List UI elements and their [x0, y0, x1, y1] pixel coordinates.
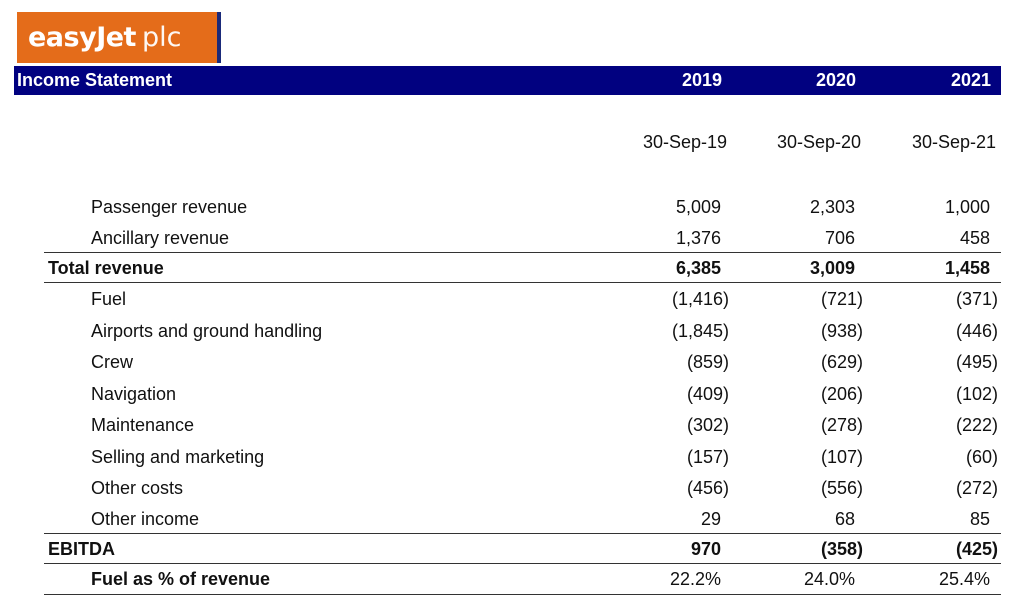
- year-header-2019: 2019: [681, 70, 722, 90]
- table-row: Airports and ground handling (1,845) (93…: [44, 316, 1001, 346]
- cell-2019: 970: [690, 539, 721, 559]
- row-label: EBITDA: [48, 539, 115, 559]
- cell-2020: (278): [820, 415, 863, 435]
- row-label: Other income: [91, 509, 200, 529]
- cell-2019: (1,416): [671, 289, 729, 309]
- table-divider: [44, 594, 1001, 595]
- logo-suffix: plc: [141, 22, 182, 53]
- cell-2019: (1,845): [671, 321, 729, 341]
- year-header-2021: 2021: [950, 70, 991, 90]
- table-row-ebitda: EBITDA 970 (358) (425): [44, 534, 1001, 564]
- cell-2020: 2,303: [809, 197, 855, 217]
- cell-2019: 29: [700, 509, 721, 529]
- logo-brand: easyJet: [28, 22, 136, 53]
- cell-2021: (222): [955, 415, 998, 435]
- year-header-2020: 2020: [815, 70, 856, 90]
- table-row: Maintenance (302) (278) (222): [44, 410, 1001, 440]
- table-row: Navigation (409) (206) (102): [44, 379, 1001, 409]
- cell-2019: 6,385: [675, 258, 721, 278]
- row-label: Total revenue: [48, 258, 164, 278]
- cell-2020: (556): [820, 478, 863, 498]
- cell-2021: (272): [955, 478, 998, 498]
- table-row: Selling and marketing (157) (107) (60): [44, 442, 1001, 472]
- table-row: Other income 29 68 85: [44, 504, 1001, 534]
- cell-2019: (456): [686, 478, 729, 498]
- cell-2021: 25.4%: [938, 569, 990, 589]
- cell-2020: 24.0%: [803, 569, 855, 589]
- cell-2019: (409): [686, 384, 729, 404]
- row-label: Airports and ground handling: [91, 321, 323, 341]
- cell-2021: (371): [955, 289, 998, 309]
- cell-2021: 458: [959, 228, 990, 248]
- table-row: Crew (859) (629) (495): [44, 347, 1001, 377]
- cell-2020: (206): [820, 384, 863, 404]
- table-header-bar: Income Statement 2019 2020 2021: [14, 66, 1001, 95]
- cell-2021: 1,458: [944, 258, 990, 278]
- cell-2020: 3,009: [809, 258, 855, 278]
- row-label: Fuel: [91, 289, 127, 309]
- statement-title: Income Statement: [17, 70, 173, 90]
- cell-2019: 22.2%: [669, 569, 721, 589]
- cell-2021: (425): [955, 539, 998, 559]
- row-label: Passenger revenue: [91, 197, 248, 217]
- table-row: Ancillary revenue 1,376 706 458: [44, 223, 1001, 253]
- cell-2019: 5,009: [675, 197, 721, 217]
- cell-2021: (446): [955, 321, 998, 341]
- row-label: Fuel as % of revenue: [91, 569, 271, 589]
- cell-2019: (859): [686, 352, 729, 372]
- cell-2020: (107): [820, 447, 863, 467]
- cell-2021: 85: [969, 509, 990, 529]
- table-row: Other costs (456) (556) (272): [44, 473, 1001, 503]
- cell-2020: (721): [820, 289, 863, 309]
- cell-2020: 706: [824, 228, 855, 248]
- period-end-date: 30-Sep-19: [642, 132, 727, 152]
- cell-2021: (60): [965, 447, 998, 467]
- period-end-date: 30-Sep-20: [776, 132, 861, 152]
- table-row-fuel-ratio: Fuel as % of revenue 22.2% 24.0% 25.4%: [44, 564, 1001, 594]
- table-row: Passenger revenue 5,009 2,303 1,000: [44, 192, 1001, 222]
- cell-2020: (358): [820, 539, 863, 559]
- table-divider: [44, 282, 1001, 283]
- cell-2019: 1,376: [675, 228, 721, 248]
- period-end-date: 30-Sep-21: [911, 132, 996, 152]
- cell-2021: (495): [955, 352, 998, 372]
- row-label: Navigation: [91, 384, 177, 404]
- row-label: Maintenance: [91, 415, 195, 435]
- cell-2020: (938): [820, 321, 863, 341]
- table-row-total-revenue: Total revenue 6,385 3,009 1,458: [44, 253, 1001, 283]
- cell-2019: (157): [686, 447, 729, 467]
- row-label: Ancillary revenue: [91, 228, 230, 248]
- cell-2021: (102): [955, 384, 998, 404]
- table-divider: [44, 563, 1001, 564]
- easyjet-logo: easyJet plc: [17, 12, 221, 63]
- row-label: Crew: [91, 352, 134, 372]
- table-divider: [44, 252, 1001, 253]
- cell-2020: 68: [834, 509, 855, 529]
- table-divider: [44, 533, 1001, 534]
- cell-2019: (302): [686, 415, 729, 435]
- cell-2020: (629): [820, 352, 863, 372]
- row-label: Selling and marketing: [91, 447, 265, 467]
- table-row: Fuel (1,416) (721) (371): [44, 284, 1001, 314]
- cell-2021: 1,000: [944, 197, 990, 217]
- row-label: Other costs: [91, 478, 184, 498]
